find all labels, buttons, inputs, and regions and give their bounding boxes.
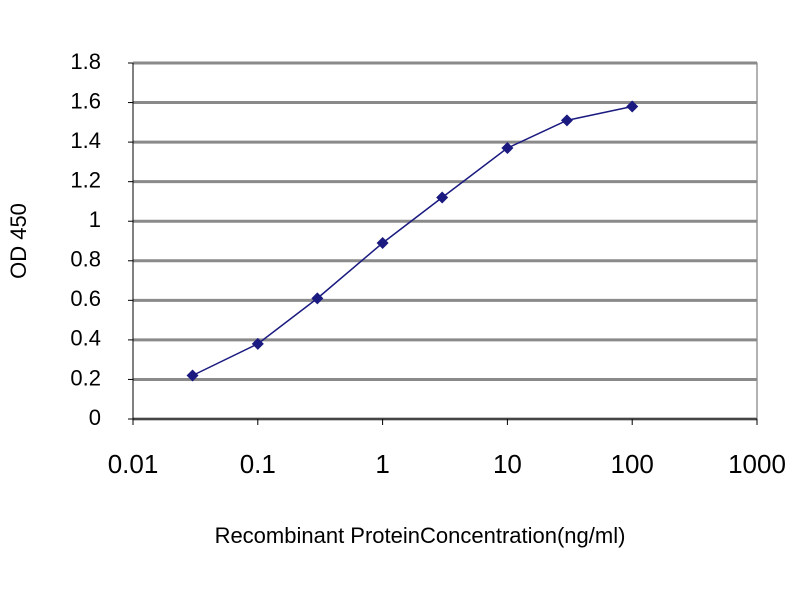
data-point <box>436 191 449 204</box>
y-tick-label: 0.8 <box>70 247 101 272</box>
data-point <box>376 236 389 249</box>
y-tick-label: 0.4 <box>70 326 101 351</box>
data-point <box>251 337 264 350</box>
x-axis-title: Recombinant ProteinConcentration(ng/ml) <box>215 523 626 548</box>
data-point <box>626 100 639 113</box>
y-tick-label: 0.2 <box>70 365 101 390</box>
x-tick-label: 1 <box>375 449 389 479</box>
y-axis-title: OD 450 <box>6 203 31 279</box>
y-tick-label: 0 <box>89 405 101 430</box>
data-point <box>560 114 573 127</box>
y-tick-label: 0.6 <box>70 286 101 311</box>
x-tick-label: 1000 <box>728 449 786 479</box>
y-tick-label: 1.2 <box>70 167 101 192</box>
data-line <box>192 105 633 377</box>
data-point <box>186 369 199 382</box>
y-tick-label: 1.4 <box>70 128 101 153</box>
x-tick-label: 0.1 <box>240 449 276 479</box>
y-tick-label: 1.6 <box>70 88 101 113</box>
y-tick-label: 1 <box>89 207 101 232</box>
x-tick-label: 0.01 <box>108 449 159 479</box>
x-tick-label: 10 <box>493 449 522 479</box>
data-point <box>501 142 514 155</box>
plot-area <box>132 62 758 420</box>
x-tick-label: 100 <box>611 449 654 479</box>
data-point <box>311 292 324 305</box>
y-tick-label: 1.8 <box>70 49 101 74</box>
